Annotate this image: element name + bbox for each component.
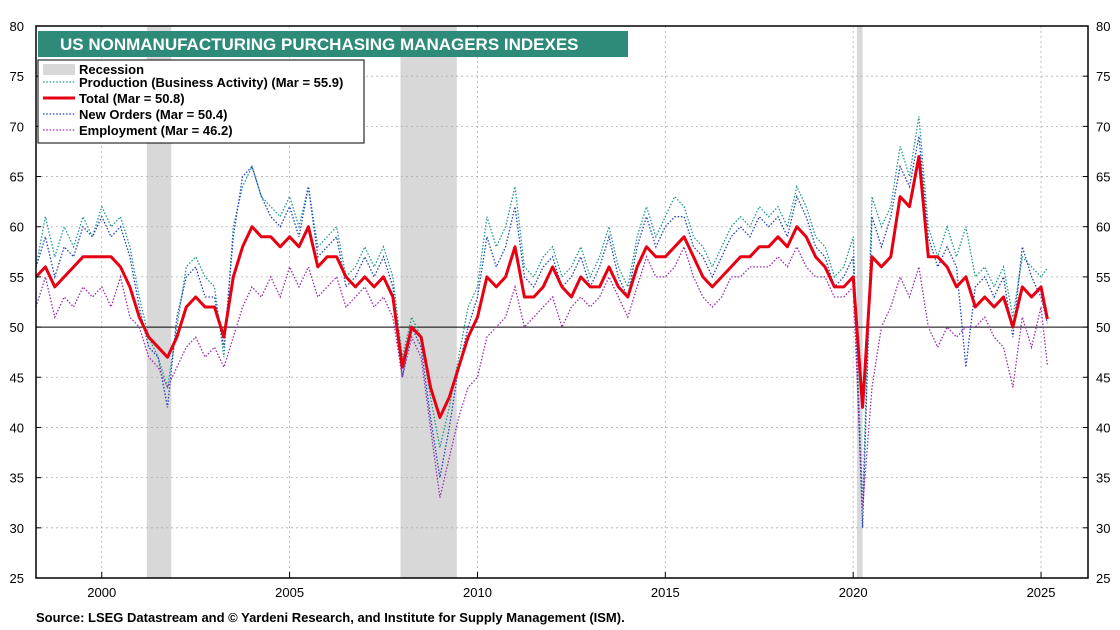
y-tick-left-70: 70 xyxy=(10,119,24,134)
y-tick-left-55: 55 xyxy=(10,270,24,285)
y-tick-right-70: 70 xyxy=(1096,119,1110,134)
y-tick-left-60: 60 xyxy=(10,220,24,235)
y-tick-left-45: 45 xyxy=(10,370,24,385)
series-line-2 xyxy=(35,136,1049,528)
x-tick-2010: 2010 xyxy=(463,585,492,600)
x-tick-2005: 2005 xyxy=(275,585,304,600)
y-tick-right-40: 40 xyxy=(1096,420,1110,435)
series-line-1 xyxy=(34,155,1049,419)
legend-label-recession: Recession xyxy=(79,62,144,77)
y-tick-right-60: 60 xyxy=(1096,220,1110,235)
y-tick-left-30: 30 xyxy=(10,521,24,536)
plot-frame xyxy=(35,25,1089,579)
x-tick-2020: 2020 xyxy=(839,585,868,600)
series-layer xyxy=(34,116,1049,528)
y-tick-right-35: 35 xyxy=(1096,471,1110,486)
recession-band-2 xyxy=(856,26,863,578)
series-line-3 xyxy=(35,245,1049,508)
y-tick-left-25: 25 xyxy=(10,571,24,586)
legend-label-series-2: New Orders (Mar = 50.4) xyxy=(79,107,227,122)
y-tick-right-25: 25 xyxy=(1096,571,1110,586)
y-tick-right-30: 30 xyxy=(1096,521,1110,536)
y-tick-right-75: 75 xyxy=(1096,69,1110,84)
x-tick-2000: 2000 xyxy=(87,585,116,600)
series-line-0 xyxy=(35,116,1048,508)
tick-layer: 25 25 30 30 35 35 40 40 45 45 50 50 55 55 60 60 65 65 70 70… xyxy=(10,19,1111,600)
y-tick-left-80: 80 xyxy=(10,19,24,34)
y-tick-right-45: 45 xyxy=(1096,370,1110,385)
y-tick-left-40: 40 xyxy=(10,420,24,435)
legend-series: Production (Business Activity) (Mar = 55… xyxy=(43,75,343,138)
legend-label-series-1: Total (Mar = 50.8) xyxy=(79,91,185,106)
y-tick-right-50: 50 xyxy=(1096,320,1110,335)
x-tick-2015: 2015 xyxy=(651,585,680,600)
y-tick-right-80: 80 xyxy=(1096,19,1110,34)
y-tick-left-75: 75 xyxy=(10,69,24,84)
title-banner xyxy=(38,31,628,57)
legend: Recession Production (Business Activity)… xyxy=(37,59,365,144)
legend-label-series-3: Employment (Mar = 46.2) xyxy=(79,123,233,138)
legend-box xyxy=(37,59,365,144)
y-tick-left-65: 65 xyxy=(10,170,24,185)
recession-band-1 xyxy=(400,26,457,578)
y-tick-left-50: 50 xyxy=(10,320,24,335)
chart-title: US NONMANUFACTURING PURCHASING MANAGERS … xyxy=(60,35,579,54)
legend-swatch-recession xyxy=(43,64,75,75)
x-tick-2025: 2025 xyxy=(1027,585,1056,600)
y-tick-right-65: 65 xyxy=(1096,170,1110,185)
source-note: Source: LSEG Datastream and © Yardeni Re… xyxy=(36,610,625,625)
y-tick-left-35: 35 xyxy=(10,471,24,486)
legend-label-series-0: Production (Business Activity) (Mar = 55… xyxy=(79,75,343,90)
y-tick-right-55: 55 xyxy=(1096,270,1110,285)
